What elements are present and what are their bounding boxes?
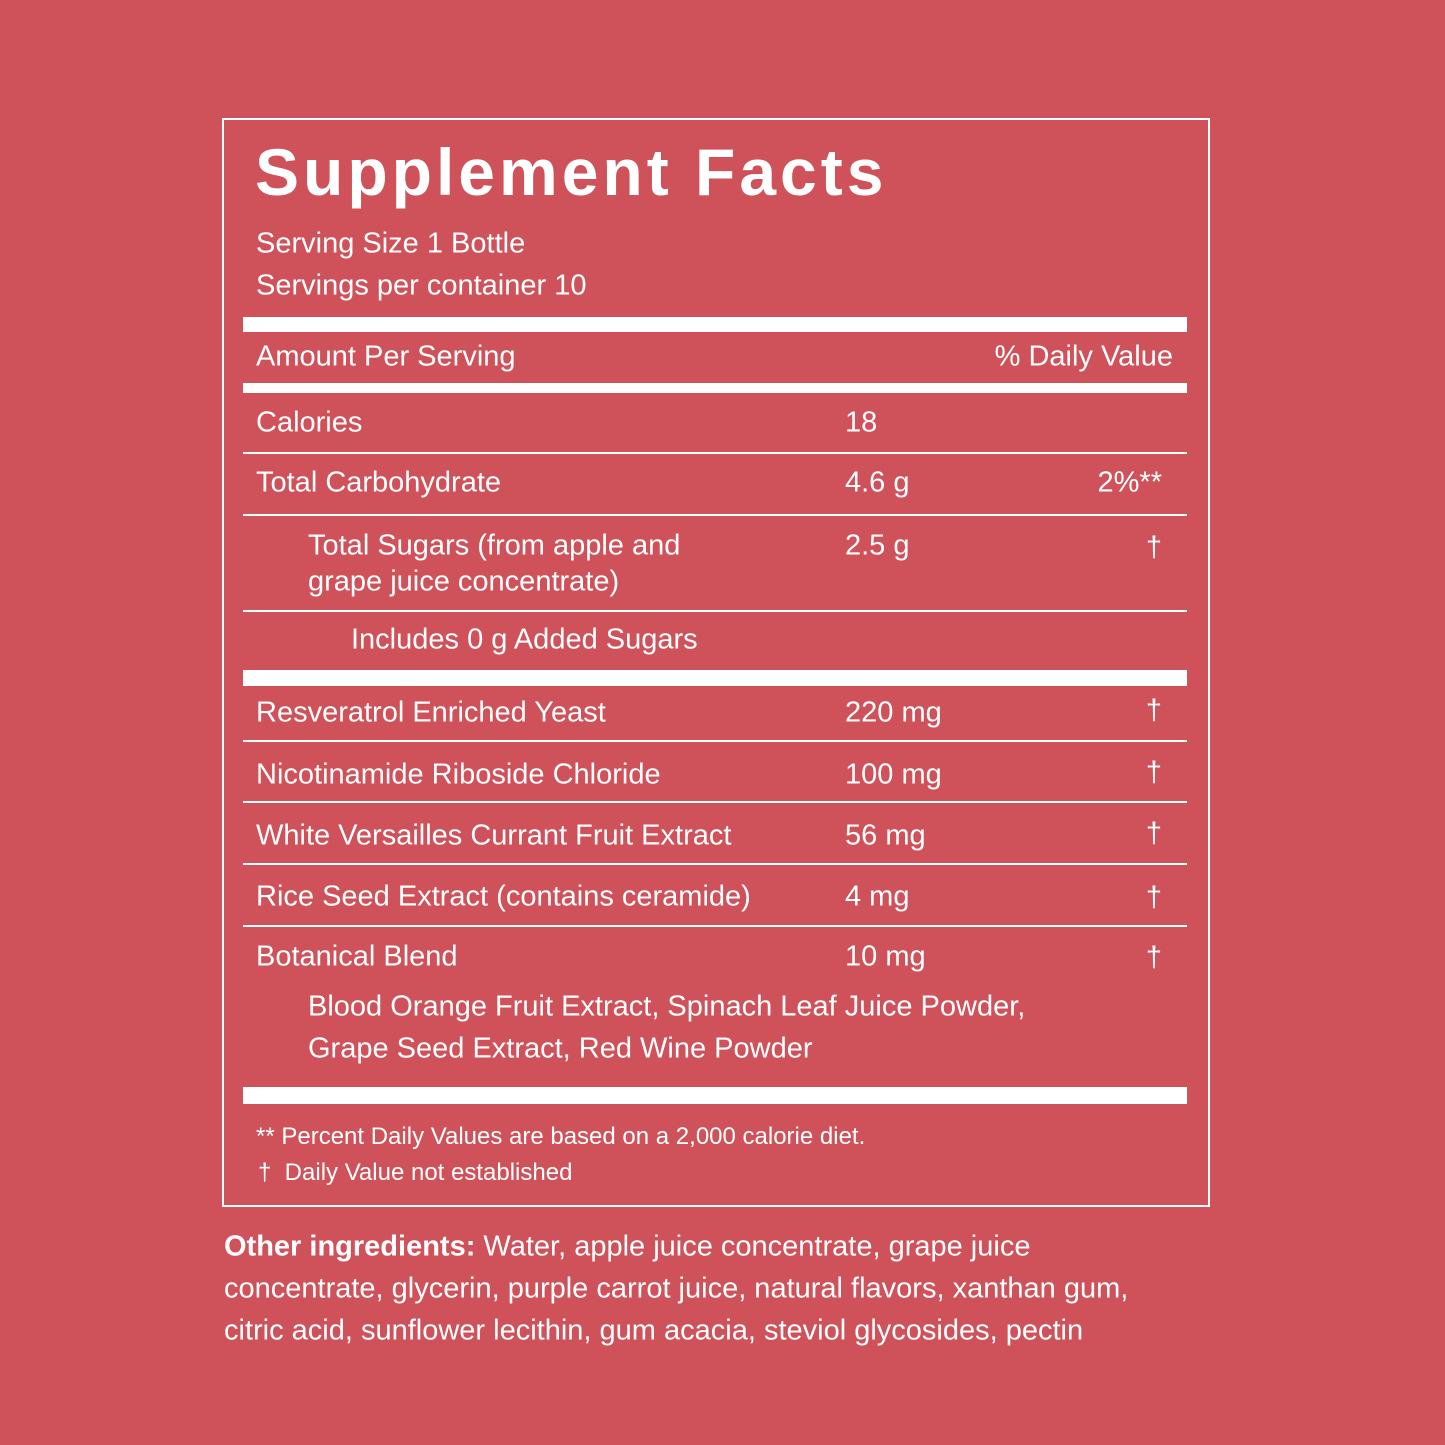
- amount: 220 mg: [845, 696, 942, 729]
- amount: 4 mg: [845, 880, 910, 913]
- other-ingredients-text: Water, apple juice concentrate, grape ju…: [483, 1230, 1031, 1263]
- thick-rule: [243, 1087, 1187, 1104]
- amount: 18: [845, 406, 878, 439]
- nutrient: Includes 0 g Added Sugars: [351, 623, 698, 656]
- nutrient: grape juice concentrate): [308, 565, 620, 598]
- footnote: ** Percent Daily Values are based on a 2…: [256, 1123, 866, 1150]
- serving-size: Serving Size 1 Bottle: [256, 227, 526, 260]
- rule: [243, 925, 1187, 927]
- daily-value: †: [1145, 531, 1162, 564]
- rule: [243, 452, 1187, 454]
- facts-box: [222, 118, 1210, 1207]
- ingredient: Nicotinamide Riboside Chloride: [256, 758, 661, 791]
- thick-rule: [243, 317, 1187, 332]
- header-dv: % Daily Value: [994, 340, 1173, 373]
- amount: 100 mg: [845, 758, 942, 791]
- other-ingredients-text: concentrate, glycerin, purple carrot jui…: [224, 1272, 1129, 1305]
- blend-detail: Blood Orange Fruit Extract, Spinach Leaf…: [308, 990, 1026, 1023]
- daily-value: †: [1145, 756, 1162, 789]
- rule: [243, 610, 1187, 612]
- title: Supplement Facts: [255, 135, 888, 209]
- other-ingredients: Other ingredients: Water, apple juice co…: [224, 1230, 1031, 1263]
- amount: 4.6 g: [845, 466, 910, 499]
- daily-value: †: [1145, 817, 1162, 850]
- daily-value: †: [1145, 694, 1162, 727]
- daily-value: 2%**: [1097, 466, 1163, 499]
- other-ingredients-label: Other ingredients:: [224, 1230, 476, 1263]
- footnote: † Daily Value not established: [258, 1159, 573, 1186]
- ingredient: Botanical Blend: [256, 940, 458, 973]
- rule: [243, 514, 1187, 516]
- amount: 56 mg: [845, 819, 926, 852]
- nutrient: Total Carbohydrate: [256, 466, 502, 499]
- ingredient: Rice Seed Extract (contains ceramide): [256, 880, 751, 913]
- rule: [243, 740, 1187, 742]
- servings: Servings per container 10: [256, 269, 587, 302]
- other-ingredients-text: citric acid, sunflower lecithin, gum aca…: [224, 1314, 1084, 1347]
- ingredient: White Versailles Currant Fruit Extract: [256, 819, 732, 852]
- nutrient: Calories: [256, 406, 363, 439]
- amount: 2.5 g: [845, 529, 910, 562]
- thick-rule: [243, 670, 1187, 686]
- daily-value: †: [1145, 941, 1162, 974]
- blend-detail: Grape Seed Extract, Red Wine Powder: [308, 1032, 813, 1065]
- rule: [243, 801, 1187, 803]
- ingredient: Resveratrol Enriched Yeast: [256, 696, 606, 729]
- header-amount: Amount Per Serving: [256, 340, 516, 373]
- rule: [243, 863, 1187, 865]
- rule: [243, 383, 1187, 393]
- nutrient: Total Sugars (from apple and: [308, 529, 681, 562]
- amount: 10 mg: [845, 940, 926, 973]
- daily-value: †: [1145, 881, 1162, 914]
